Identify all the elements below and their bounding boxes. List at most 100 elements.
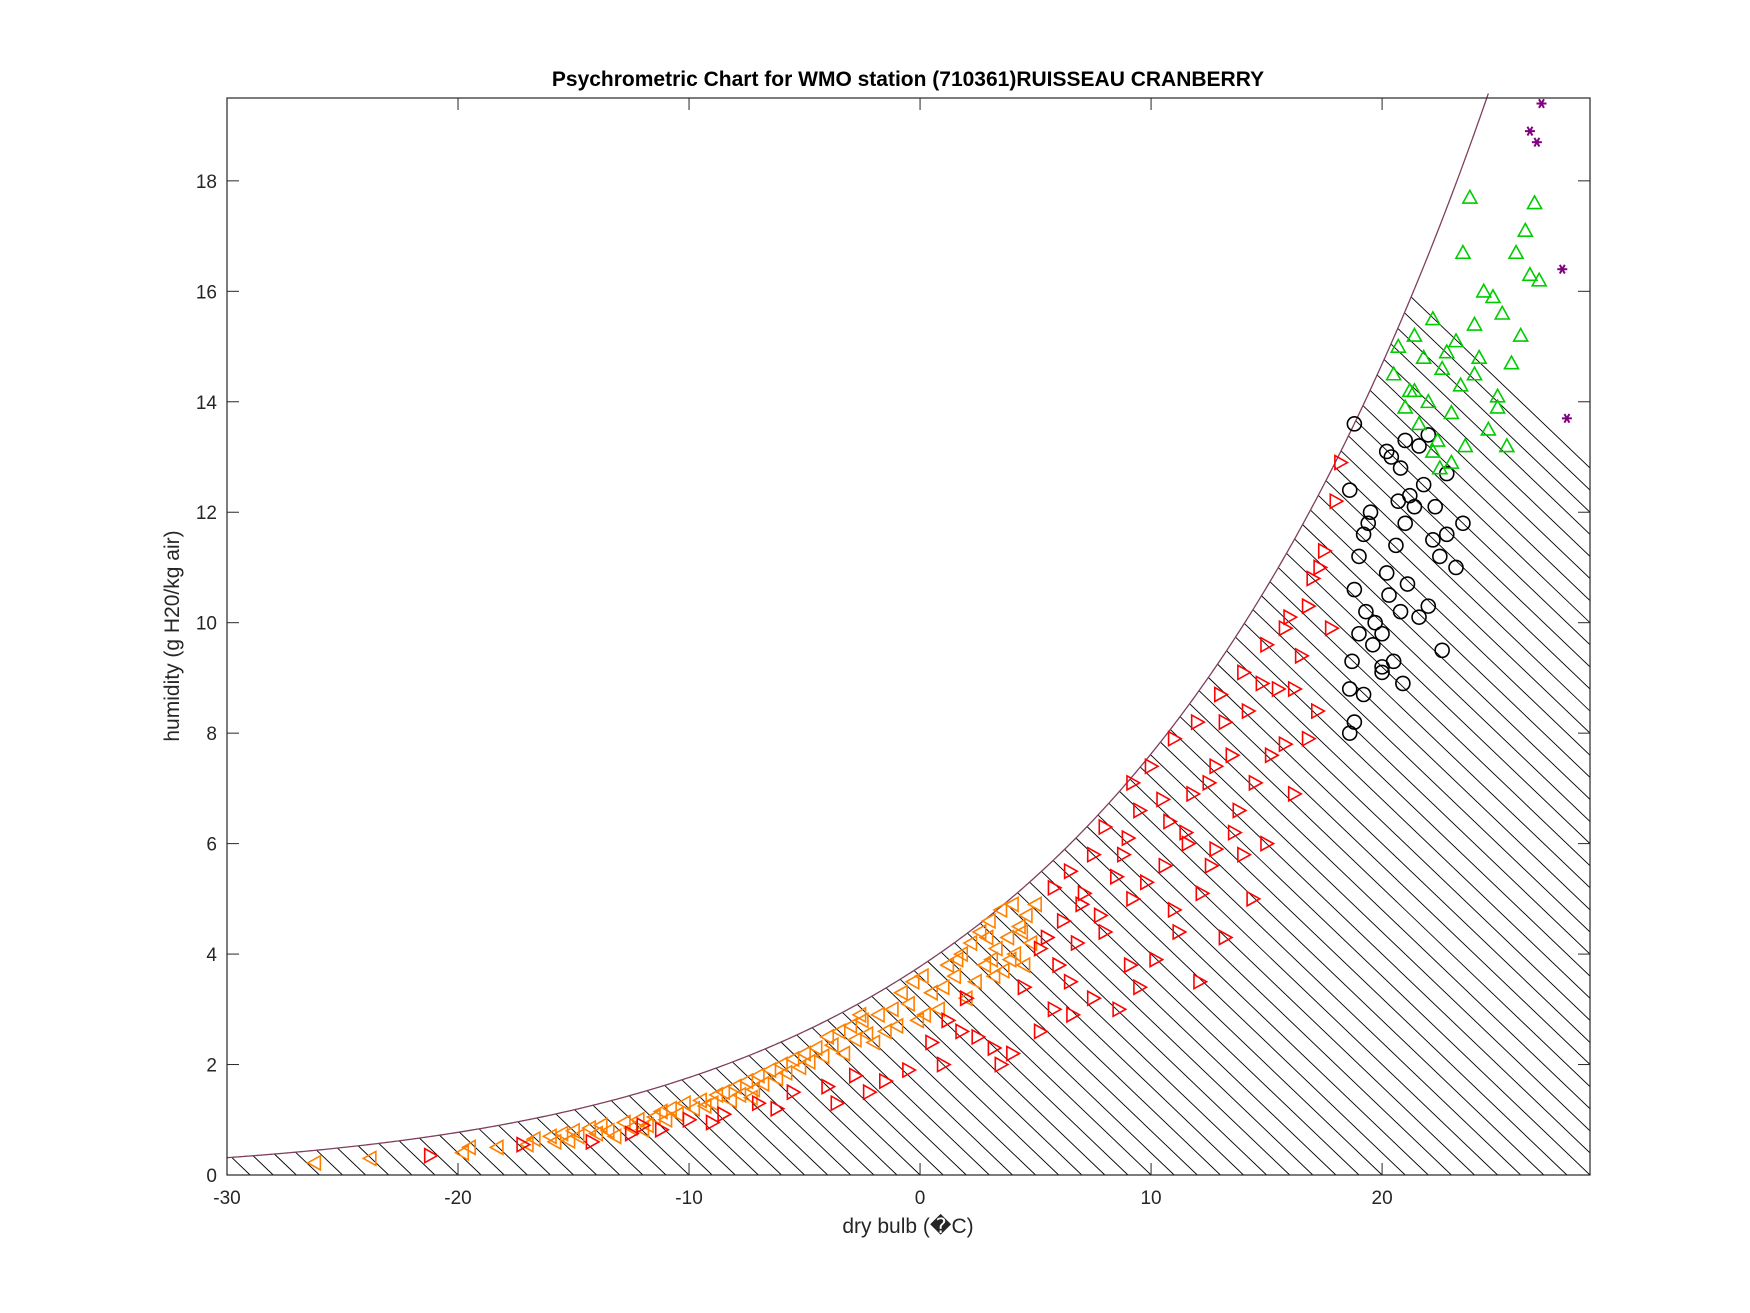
data-point-triangle-right xyxy=(1301,730,1317,748)
data-point-triangle-left xyxy=(978,929,994,946)
data-point-triangle-right xyxy=(1334,454,1350,471)
data-point-triangle-left xyxy=(934,978,950,996)
data-point-triangle-right xyxy=(1225,746,1241,764)
data-point-triangle-up xyxy=(1454,243,1472,260)
data-point-triangle-left xyxy=(994,962,1010,980)
data-point-triangle-left xyxy=(777,1064,793,1082)
y-tick-label: 10 xyxy=(196,614,217,635)
data-point-circle xyxy=(1358,603,1374,620)
data-point-triangle-right xyxy=(1237,846,1253,864)
data-point-triangle-right xyxy=(1056,912,1072,930)
data-point-triangle-left xyxy=(599,1122,615,1140)
enthalpy-line xyxy=(316,1149,343,1175)
data-point-triangle-left xyxy=(980,912,996,930)
data-point-triangle-right xyxy=(1317,542,1333,560)
enthalpy-line xyxy=(1217,663,1590,1021)
data-point-circle xyxy=(1406,498,1423,515)
enthalpy-line xyxy=(1410,296,1590,469)
enthalpy-line xyxy=(1108,802,1498,1175)
chart-title: Psychrometric Chart for WMO station (710… xyxy=(552,68,1264,91)
data-point-triangle-left xyxy=(569,1127,585,1145)
data-point-circle xyxy=(1432,548,1448,565)
data-point-circle xyxy=(1381,587,1397,603)
data-point-triangle-left xyxy=(830,1023,846,1040)
data-point-triangle-right xyxy=(1047,1000,1063,1018)
enthalpy-line xyxy=(1333,465,1590,712)
data-point-triangle-right xyxy=(994,1056,1010,1073)
enthalpy-line xyxy=(1004,902,1290,1175)
data-point-triangle-left xyxy=(952,945,969,963)
data-point-triangle-left xyxy=(800,1053,816,1071)
data-point-triangle-right xyxy=(1098,818,1114,836)
data-point-triangle-right xyxy=(1133,978,1149,996)
data-point-triangle-right xyxy=(1324,619,1340,637)
data-point-triangle-left xyxy=(615,1114,631,1131)
data-point-triangle-right xyxy=(925,1034,941,1051)
enthalpy-line xyxy=(536,1117,597,1175)
data-point-triangle-right xyxy=(1209,840,1225,858)
data-point-triangle-right xyxy=(1098,923,1114,941)
x-tick-label: -30 xyxy=(213,1188,240,1209)
enthalpy-line xyxy=(1086,826,1452,1175)
data-point-triangle-right xyxy=(1294,647,1310,665)
enthalpy-line xyxy=(1302,524,1590,801)
data-point-triangle-left xyxy=(661,1100,677,1118)
enthalpy-line xyxy=(555,1113,621,1175)
enthalpy-line xyxy=(357,1145,390,1175)
data-point-triangle-left xyxy=(592,1116,608,1134)
data-point-triangle-right xyxy=(1248,774,1264,792)
data-point-circle xyxy=(1438,526,1455,543)
data-point-triangle-left xyxy=(909,1011,925,1029)
data-point-triangle-right xyxy=(1209,757,1225,775)
data-point-circle xyxy=(1455,515,1471,532)
enthalpy-line xyxy=(1294,538,1590,823)
data-point-triangle-left xyxy=(749,1067,765,1084)
data-point-circle xyxy=(1341,681,1358,697)
data-point-triangle-right xyxy=(1093,907,1109,924)
enthalpy-line xyxy=(1064,848,1406,1175)
data-point-triangle-up xyxy=(1406,326,1423,342)
data-point-triangle-up xyxy=(1466,365,1483,381)
data-point-triangle-up xyxy=(1438,343,1456,359)
data-point-circle xyxy=(1374,625,1390,642)
data-point-triangle-left xyxy=(846,1031,862,1049)
data-point-triangle-right xyxy=(423,1147,439,1165)
data-point-triangle-right xyxy=(1172,923,1188,941)
data-point-circle xyxy=(1346,581,1363,598)
data-point-triangle-left xyxy=(899,995,915,1013)
y-tick-label: 12 xyxy=(196,503,217,524)
enthalpy-line xyxy=(1390,343,1590,535)
data-point-triangle-left xyxy=(564,1122,580,1140)
data-point-triangle-left xyxy=(1001,951,1017,968)
data-point-circle xyxy=(1395,675,1411,692)
saturation-curve xyxy=(226,93,1489,1159)
data-point-triangle-left xyxy=(726,1078,742,1095)
data-point-triangle-left xyxy=(453,1144,470,1162)
data-point-triangle-right xyxy=(1123,956,1139,974)
data-point-triangle-up xyxy=(1456,437,1474,453)
data-point-triangle-left xyxy=(999,929,1015,946)
data-point-circle xyxy=(1411,438,1427,454)
enthalpy-line xyxy=(1376,374,1590,580)
enthalpy-line xyxy=(899,978,1106,1175)
enthalpy-line xyxy=(1189,703,1590,1088)
enthalpy-line xyxy=(1226,650,1590,999)
x-tick-label: 0 xyxy=(915,1188,926,1209)
data-point-triangle-left xyxy=(962,934,978,952)
data-point-triangle-left xyxy=(731,1086,747,1104)
data-point-triangle-up xyxy=(1498,437,1516,453)
data-point-triangle-left xyxy=(738,1072,754,1090)
enthalpy-line xyxy=(1252,609,1590,933)
data-point-triangle-left xyxy=(715,1083,731,1101)
data-point-triangle-up xyxy=(1526,194,1543,210)
data-point-circle xyxy=(1392,460,1409,476)
enthalpy-line xyxy=(1052,860,1383,1175)
enthalpy-line xyxy=(1348,435,1590,668)
data-point-triangle-left xyxy=(675,1094,691,1112)
data-point-triangle-right xyxy=(516,1136,532,1153)
data-point-triangle-left xyxy=(754,1075,770,1093)
data-point-triangle-right xyxy=(987,1039,1003,1057)
data-point-triangle-right xyxy=(654,1121,670,1139)
data-point-triangle-up xyxy=(1479,420,1497,436)
data-point-circle xyxy=(1397,515,1413,532)
